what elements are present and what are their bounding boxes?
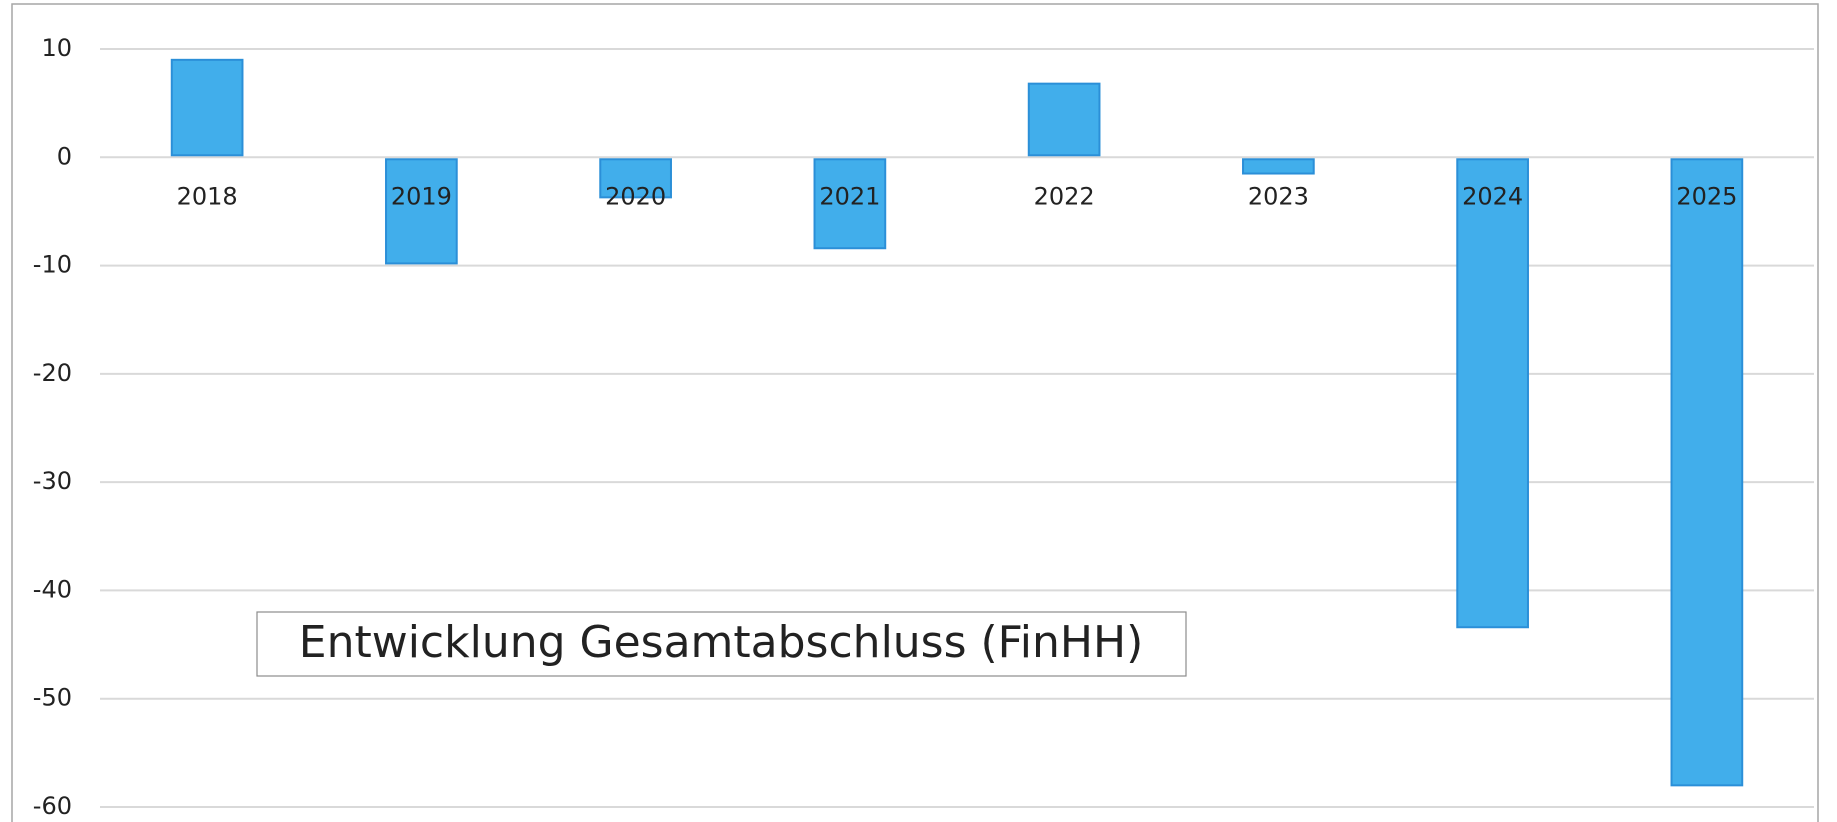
x-tick-label: 2020 [605, 182, 666, 210]
y-tick-label: -30 [33, 467, 72, 495]
x-tick-label: 2018 [177, 182, 238, 210]
title-box [256, 611, 1187, 677]
bar [599, 158, 672, 199]
x-tick-label: 2025 [1676, 182, 1737, 210]
bar [1456, 158, 1529, 629]
bar [1670, 158, 1744, 787]
x-tick-label: 2019 [391, 182, 452, 210]
labels: 10 0 -10 -20 -30 -40 -50 -60 2018 2019 2020 2021 202… [33, 34, 1738, 820]
y-tick-label: -20 [33, 359, 72, 387]
y-tick-label: -10 [33, 251, 72, 279]
y-tick-label: -40 [33, 575, 72, 603]
y-tick-label: -50 [33, 684, 72, 712]
x-tick-label: 2023 [1248, 182, 1309, 210]
y-tick-label: 0 [57, 142, 72, 170]
bars [170, 58, 1744, 787]
y-tick-label: -60 [33, 792, 72, 820]
chart-title: Entwicklung Gesamtabschluss (FinHH) [299, 617, 1143, 668]
bar [170, 58, 244, 157]
chart-border [11, 3, 1819, 822]
grid [100, 48, 1814, 808]
x-tick-label: 2021 [819, 182, 880, 210]
x-tick-label: 2022 [1034, 182, 1095, 210]
bar [1242, 158, 1315, 175]
bar [385, 158, 458, 265]
bar [813, 158, 887, 250]
bar [1027, 82, 1101, 157]
y-tick-label: 10 [41, 34, 72, 62]
x-tick-label: 2024 [1462, 182, 1523, 210]
